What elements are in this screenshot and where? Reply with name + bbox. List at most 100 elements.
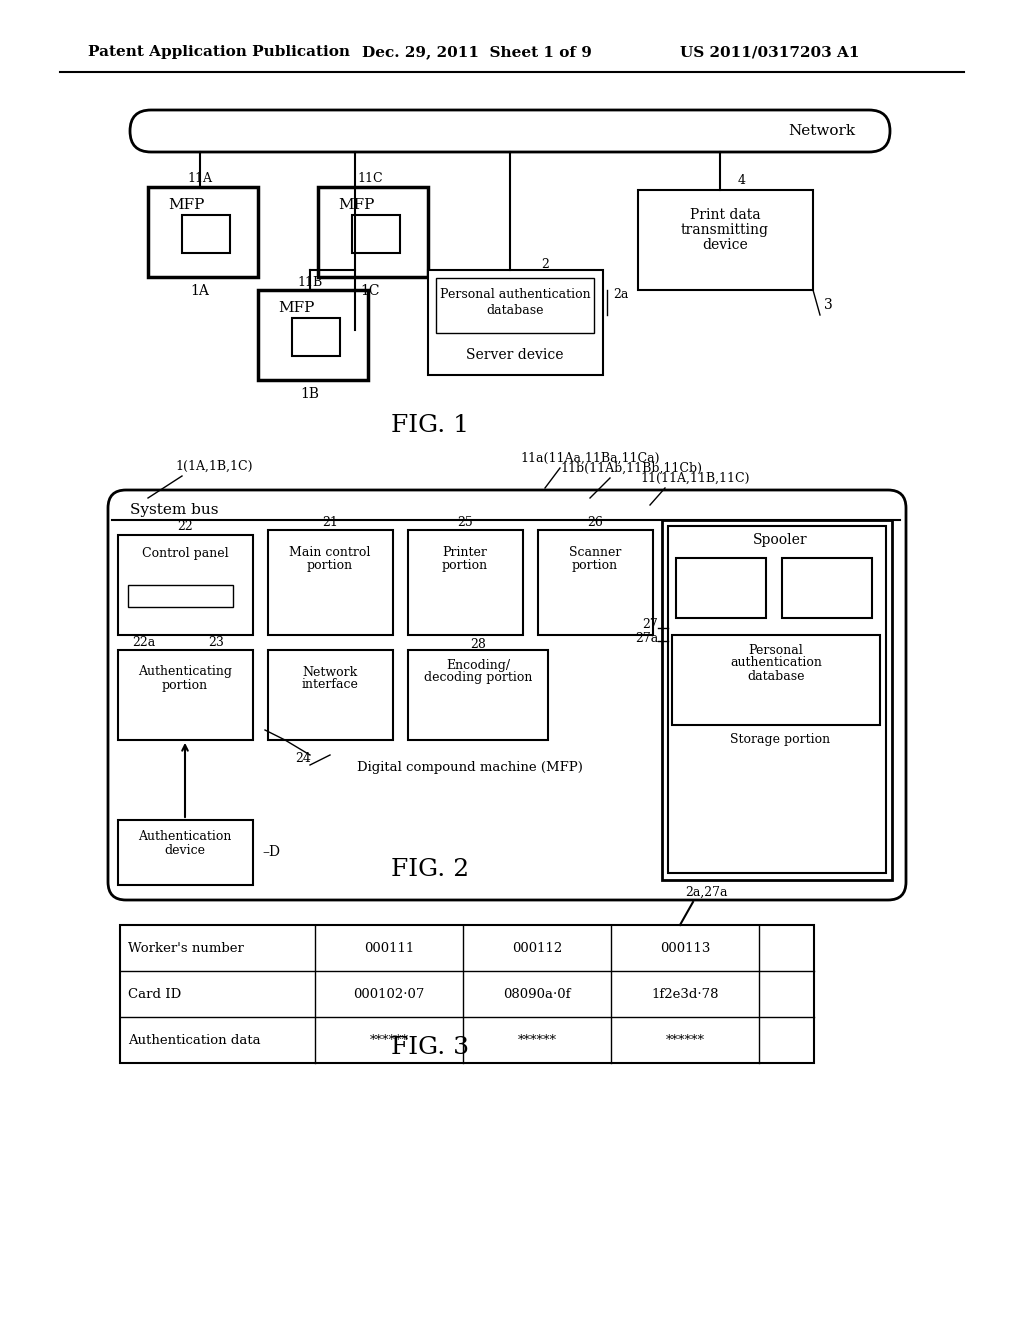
Text: 1B: 1B <box>300 387 319 401</box>
Text: Printer: Printer <box>442 546 487 560</box>
Text: 23: 23 <box>208 635 224 648</box>
Text: portion: portion <box>572 560 618 573</box>
Text: Patent Application Publication: Patent Application Publication <box>88 45 350 59</box>
Text: Digital compound machine (MFP): Digital compound machine (MFP) <box>357 762 583 775</box>
Text: 11b(11Ab,11Bb,11Cb): 11b(11Ab,11Bb,11Cb) <box>560 462 702 474</box>
Text: 24: 24 <box>295 751 311 764</box>
Text: decoding portion: decoding portion <box>424 672 532 685</box>
Text: 25: 25 <box>457 516 473 528</box>
Bar <box>668 525 886 873</box>
Text: 26: 26 <box>587 516 603 528</box>
Text: 2a,27a: 2a,27a <box>685 886 727 899</box>
Bar <box>662 520 892 880</box>
Text: ******: ****** <box>370 1034 409 1047</box>
Text: database: database <box>748 669 805 682</box>
Text: Dec. 29, 2011  Sheet 1 of 9: Dec. 29, 2011 Sheet 1 of 9 <box>362 45 592 59</box>
Bar <box>352 215 400 253</box>
Bar <box>128 585 233 607</box>
Text: 27a: 27a <box>635 631 658 644</box>
Text: portion: portion <box>162 678 208 692</box>
Text: 11B: 11B <box>297 276 323 289</box>
Text: 11(11A,11B,11C): 11(11A,11B,11C) <box>640 471 750 484</box>
Text: Spooler: Spooler <box>753 533 807 546</box>
Bar <box>318 187 428 277</box>
Text: 000111: 000111 <box>364 941 414 954</box>
Text: device: device <box>702 238 748 252</box>
Text: MFP: MFP <box>168 198 205 213</box>
Bar <box>268 649 393 741</box>
Bar <box>118 535 253 635</box>
Bar <box>428 271 603 375</box>
Text: Scanner: Scanner <box>568 546 622 560</box>
FancyBboxPatch shape <box>130 110 890 152</box>
Text: Control panel: Control panel <box>141 546 228 560</box>
Text: Main control: Main control <box>290 546 371 560</box>
Text: US 2011/0317203 A1: US 2011/0317203 A1 <box>680 45 859 59</box>
Bar <box>672 635 880 725</box>
Text: 11a(11Aa,11Ba,11Ca): 11a(11Aa,11Ba,11Ca) <box>520 451 659 465</box>
Text: authentication: authentication <box>730 656 822 669</box>
Text: Card ID: Card ID <box>128 987 181 1001</box>
Text: FIG. 1: FIG. 1 <box>391 413 469 437</box>
Text: FIG. 2: FIG. 2 <box>391 858 469 882</box>
Text: Network: Network <box>787 124 855 139</box>
Bar <box>782 558 872 618</box>
Text: device: device <box>165 845 206 858</box>
Text: 000102·07: 000102·07 <box>353 987 425 1001</box>
Text: System bus: System bus <box>130 503 218 517</box>
Text: database: database <box>486 304 544 317</box>
Text: –D: –D <box>262 845 280 859</box>
Text: Network: Network <box>302 665 357 678</box>
FancyBboxPatch shape <box>108 490 906 900</box>
Text: interface: interface <box>301 678 358 692</box>
Text: 000113: 000113 <box>659 941 711 954</box>
Text: 1C: 1C <box>360 284 380 298</box>
Bar <box>436 279 594 333</box>
Bar <box>676 558 766 618</box>
Text: 000112: 000112 <box>512 941 562 954</box>
Bar <box>408 649 548 741</box>
Text: MFP: MFP <box>338 198 375 213</box>
Bar <box>292 318 340 356</box>
Text: Authentication: Authentication <box>138 830 231 843</box>
Text: 2a: 2a <box>613 289 629 301</box>
Bar <box>538 531 653 635</box>
Text: Worker's number: Worker's number <box>128 941 244 954</box>
Bar <box>258 290 368 380</box>
Text: FIG. 3: FIG. 3 <box>391 1036 469 1060</box>
Text: 3: 3 <box>824 298 833 312</box>
Bar <box>118 649 253 741</box>
Text: 22a: 22a <box>132 635 156 648</box>
Bar <box>268 531 393 635</box>
Text: 08090a·0f: 08090a·0f <box>503 987 570 1001</box>
Text: ******: ****** <box>666 1034 705 1047</box>
Text: 11C: 11C <box>357 172 383 185</box>
Text: 1(1A,1B,1C): 1(1A,1B,1C) <box>175 459 253 473</box>
Text: ******: ****** <box>517 1034 556 1047</box>
Bar <box>638 190 813 290</box>
Text: 11A: 11A <box>187 172 213 185</box>
Text: Storage portion: Storage portion <box>730 734 830 747</box>
Text: portion: portion <box>307 560 353 573</box>
Text: 21: 21 <box>323 516 338 528</box>
Bar <box>118 820 253 884</box>
Bar <box>148 187 258 277</box>
Text: 1A: 1A <box>190 284 210 298</box>
Text: Authentication data: Authentication data <box>128 1034 261 1047</box>
Text: transmitting: transmitting <box>681 223 769 238</box>
Text: 4: 4 <box>738 174 746 187</box>
Text: Authenticating: Authenticating <box>138 665 232 678</box>
Text: 22: 22 <box>177 520 193 533</box>
Text: Personal: Personal <box>749 644 804 656</box>
Bar <box>120 925 814 1063</box>
Text: Encoding/: Encoding/ <box>445 659 510 672</box>
Text: Server device: Server device <box>466 348 564 362</box>
Bar <box>182 215 230 253</box>
Bar <box>408 531 523 635</box>
Text: 2: 2 <box>541 259 549 272</box>
Text: MFP: MFP <box>278 301 314 315</box>
Text: Personal authentication: Personal authentication <box>439 289 590 301</box>
Text: 28: 28 <box>470 639 486 652</box>
Text: Print data: Print data <box>690 209 760 222</box>
Text: 27: 27 <box>642 619 658 631</box>
